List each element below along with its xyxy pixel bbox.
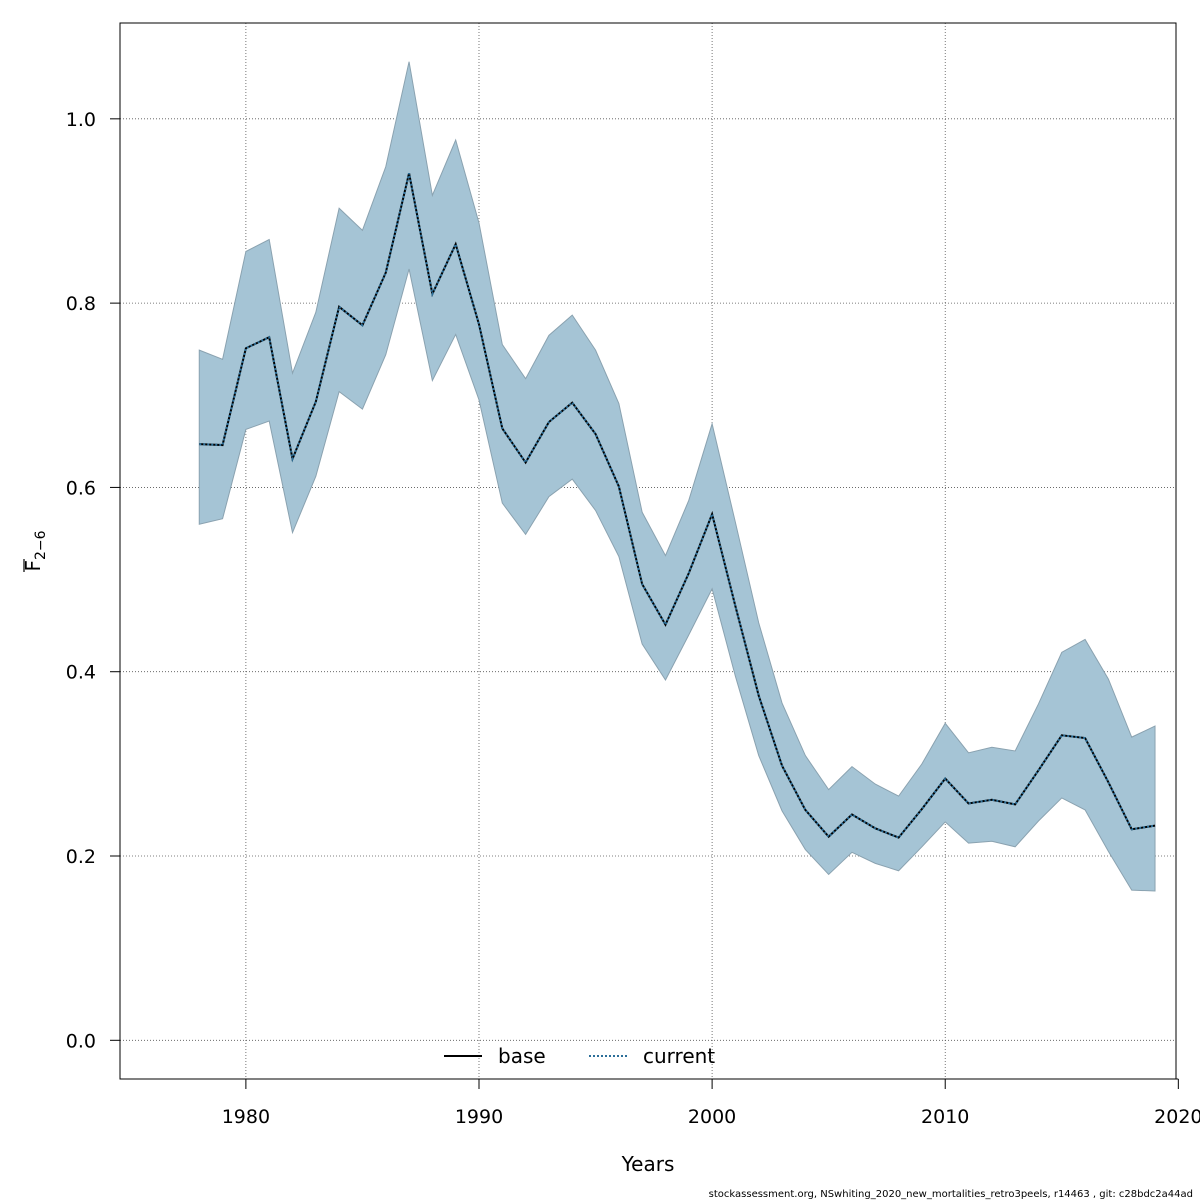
legend-label-base: base <box>498 1044 546 1068</box>
footer-caption: stockassessment.org, NSwhiting_2020_new_… <box>709 1189 1193 1200</box>
y-axis-title-main: F <box>21 560 45 572</box>
x-tick-label: 2020 <box>1154 1106 1200 1128</box>
y-axis: 0.0 0.2 0.4 0.6 0.8 1.0 <box>66 109 121 1052</box>
y-tick-label: 0.2 <box>66 846 96 868</box>
y-tick-label: 0.6 <box>66 477 96 499</box>
grid <box>120 23 1176 1079</box>
y-axis-title: F2−6 <box>21 530 49 572</box>
y-axis-title-sub: 2−6 <box>33 530 49 560</box>
y-tick-label: 0.8 <box>66 293 96 315</box>
y-tick-label: 0.0 <box>66 1030 96 1052</box>
legend: base current <box>444 1044 715 1068</box>
series-line-current <box>199 172 1156 839</box>
x-axis-title: Years <box>621 1152 675 1176</box>
x-tick-label: 1990 <box>455 1106 503 1128</box>
x-tick-label: 2010 <box>921 1106 969 1128</box>
confidence-band-layer <box>198 61 1156 892</box>
svg-text:F2−6: F2−6 <box>21 530 49 571</box>
legend-label-current: current <box>643 1044 715 1068</box>
confidence-band <box>198 61 1156 892</box>
y-tick-label: 0.4 <box>66 662 96 684</box>
series-line-layer <box>199 172 1156 839</box>
x-tick-label: 2000 <box>688 1106 736 1128</box>
x-axis: 1980 1990 2000 2010 2020 <box>222 1078 1200 1128</box>
x-tick-label: 1980 <box>222 1106 270 1128</box>
y-tick-label: 1.0 <box>66 109 96 131</box>
